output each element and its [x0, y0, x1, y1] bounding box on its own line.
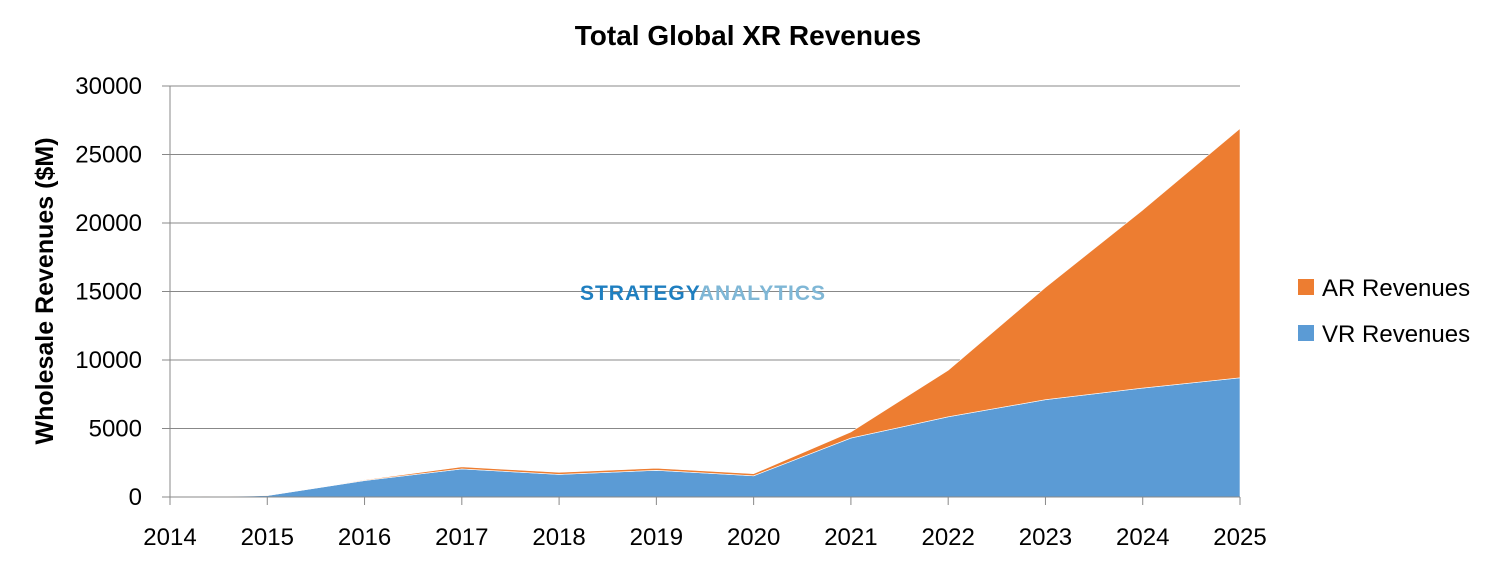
x-tick-label: 2023 — [1019, 524, 1072, 551]
y-tick-label: 5000 — [89, 416, 142, 443]
x-tick-label: 2019 — [630, 524, 683, 551]
legend-label: AR Revenues — [1322, 275, 1470, 302]
y-tick-label: 15000 — [75, 279, 142, 306]
y-tick-label: 10000 — [75, 347, 142, 374]
legend-label: VR Revenues — [1322, 321, 1470, 348]
y-tick-label: 0 — [129, 484, 142, 511]
x-tick-label: 2018 — [532, 524, 585, 551]
y-tick-label: 20000 — [75, 210, 142, 237]
y-tick-label: 30000 — [75, 73, 142, 100]
x-tick-label: 2021 — [824, 524, 877, 551]
x-tick-label: 2024 — [1116, 524, 1169, 551]
watermark-part2: ANALYTICS — [699, 282, 826, 305]
area-ar-revenues — [169, 127, 1241, 498]
legend-item: VR Revenues — [1298, 321, 1470, 348]
legend-item: AR Revenues — [1298, 275, 1470, 302]
watermark-logo: STRATEGYANALYTICS — [580, 282, 826, 305]
x-tick-label: 2025 — [1213, 524, 1266, 551]
watermark-part1: STRATEGY — [580, 282, 700, 305]
legend-swatch — [1298, 325, 1314, 341]
x-tick-label: 2017 — [435, 524, 488, 551]
y-axis-label: Wholesale Revenues ($M) — [31, 137, 59, 444]
x-tick-label: 2022 — [921, 524, 974, 551]
x-tick-label: 2016 — [338, 524, 391, 551]
x-tick-label: 2014 — [143, 524, 196, 551]
x-tick-label: 2020 — [727, 524, 780, 551]
chart-title: Total Global XR Revenues — [575, 20, 921, 51]
y-tick-label: 25000 — [75, 142, 142, 169]
x-tick-label: 2015 — [241, 524, 294, 551]
legend-swatch — [1298, 279, 1314, 295]
